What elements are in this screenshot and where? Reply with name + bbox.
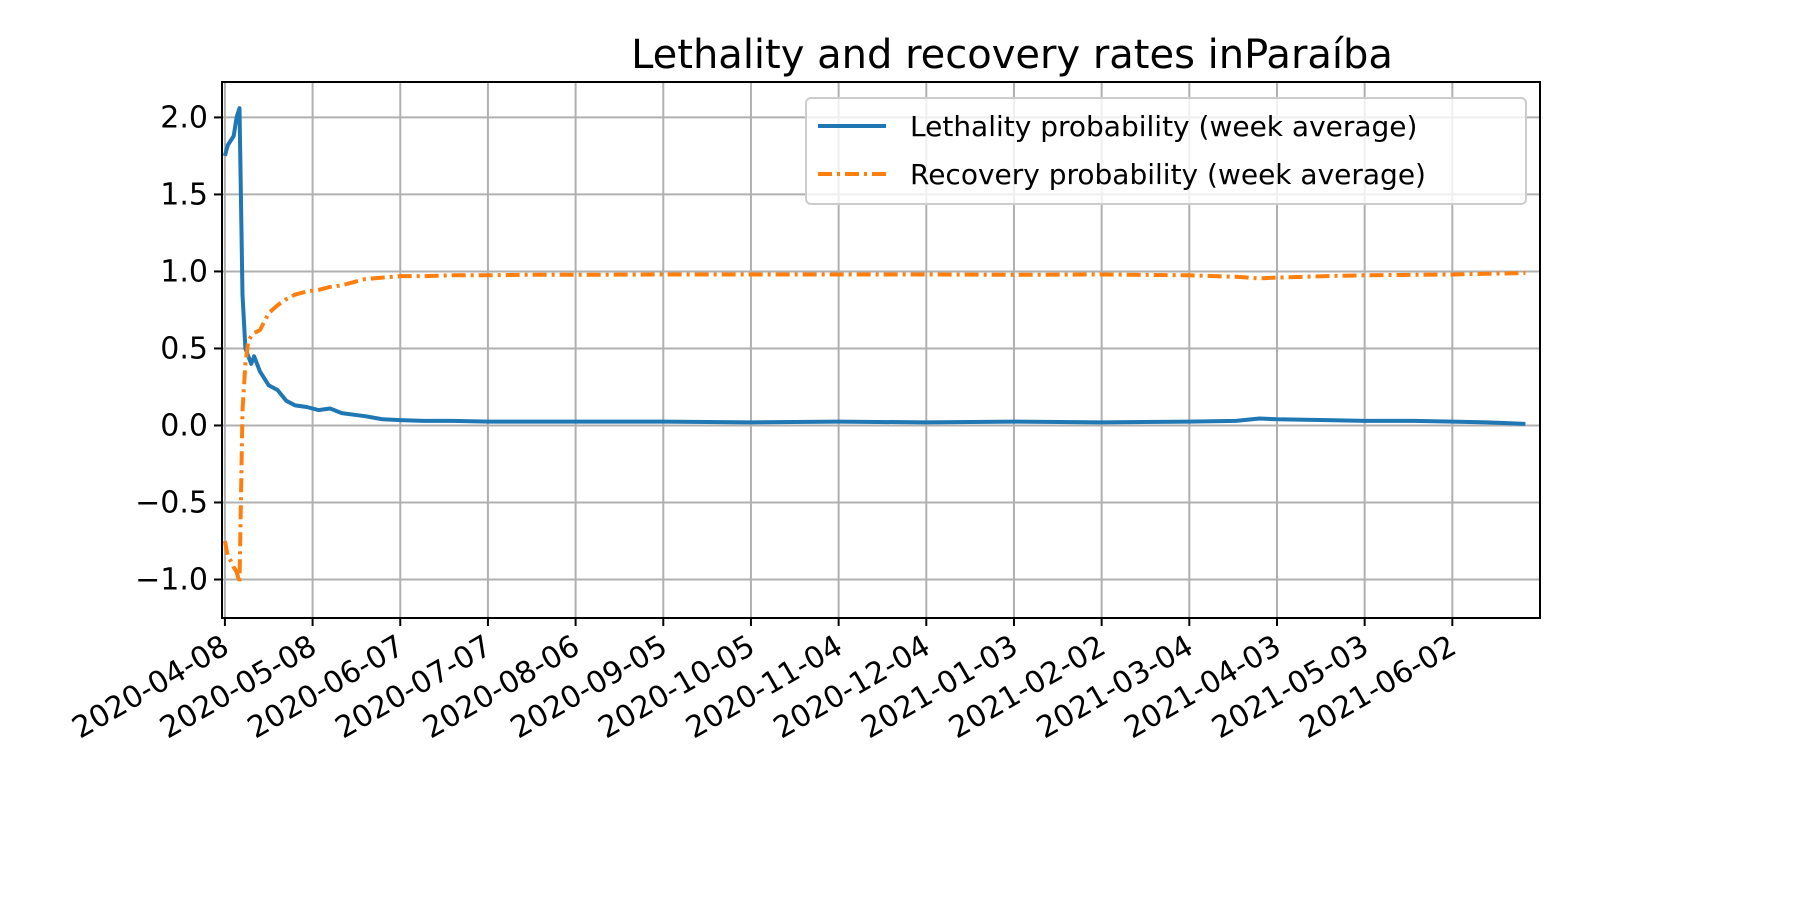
legend: Lethality probability (week average) Rec… bbox=[805, 97, 1527, 205]
series-recovery-line bbox=[222, 271, 1526, 585]
y-axis: −1.0 −0.5 0.0 0.5 1.0 1.5 2.0 bbox=[135, 100, 222, 597]
x-axis: 2020-04-082020-05-082020-06-072020-07-07… bbox=[66, 618, 1462, 746]
y-tick-label: 1.5 bbox=[160, 177, 208, 212]
y-tick-label: 2.0 bbox=[160, 100, 208, 135]
y-tick-label: −0.5 bbox=[135, 485, 208, 520]
legend-label-lethality: Lethality probability (week average) bbox=[910, 110, 1417, 143]
y-tick-label: −1.0 bbox=[135, 562, 208, 597]
legend-box bbox=[805, 97, 1527, 205]
legend-label-recovery: Recovery probability (week average) bbox=[910, 158, 1426, 191]
y-tick-label: 0.0 bbox=[160, 408, 208, 443]
y-tick-label: 1.0 bbox=[160, 254, 208, 289]
series-layer bbox=[222, 106, 1526, 585]
y-tick-label: 0.5 bbox=[160, 331, 208, 366]
chart-title: Lethality and recovery rates inParaíba bbox=[631, 32, 1393, 78]
plot-area-frame bbox=[221, 81, 1541, 619]
